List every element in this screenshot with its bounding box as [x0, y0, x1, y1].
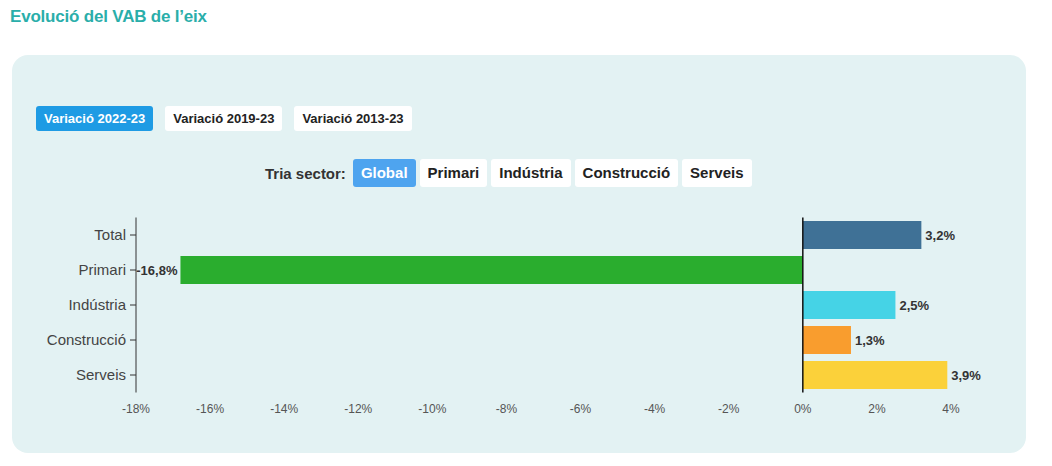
data-label: 3,2% — [925, 228, 955, 243]
x-tick-label: -2% — [718, 402, 740, 416]
period-buttons: Variació 2022-23 Variació 2019-23 Variació… — [36, 106, 412, 131]
data-label: 3,9% — [951, 368, 981, 383]
chart: TotalPrimariIndústriaConstruccióServeis3… — [0, 0, 1052, 466]
category-label: Indústria — [68, 296, 126, 313]
sector-button[interactable]: Global — [353, 159, 416, 187]
bar — [803, 326, 851, 354]
x-tick-label: 0% — [794, 402, 812, 416]
category-tick — [130, 270, 136, 271]
category-label: Total — [94, 226, 126, 243]
bar — [803, 291, 896, 319]
x-tick-label: -16% — [196, 402, 224, 416]
category-tick — [130, 340, 136, 341]
title: Evolució del VAB de l’eix — [10, 7, 207, 27]
sector-button[interactable]: Indústria — [491, 159, 570, 187]
period-button[interactable]: Variació 2013-23 — [294, 106, 411, 131]
data-label: 2,5% — [899, 298, 929, 313]
category-tick — [130, 305, 136, 306]
x-tick-label: -10% — [418, 402, 446, 416]
bar — [803, 221, 922, 249]
sector-buttons: Tria sector: GlobalPrimariIndústriaConstr… — [265, 159, 752, 187]
category-label: Serveis — [76, 366, 126, 383]
bar — [803, 361, 947, 389]
category-tick — [130, 375, 136, 376]
x-tick-label: 4% — [942, 402, 960, 416]
x-tick-label: -6% — [570, 402, 592, 416]
period-button[interactable]: Variació 2019-23 — [165, 106, 282, 131]
sector-button[interactable]: Construcció — [575, 159, 679, 187]
texts: Total Primari Indústria Construcció Serveis 3… — [47, 226, 982, 416]
sector-button[interactable]: Primari — [420, 159, 488, 187]
bars — [180, 221, 947, 389]
sector-label: Tria sector: — [265, 165, 346, 182]
x-tick-label: -14% — [270, 402, 298, 416]
data-label: 1,3% — [855, 333, 885, 348]
panel — [12, 55, 1026, 453]
x-tick-label: 2% — [868, 402, 886, 416]
data-label: -16,8% — [136, 263, 178, 278]
period-button[interactable]: Variació 2022-23 — [36, 106, 153, 131]
bar — [180, 256, 802, 284]
sector-button[interactable]: Serveis — [682, 159, 751, 187]
x-tick-label: -12% — [344, 402, 372, 416]
x-tick-label: -18% — [122, 402, 150, 416]
x-tick-label: -4% — [644, 402, 666, 416]
category-label: Construcció — [47, 331, 126, 348]
category-label: Primari — [79, 261, 127, 278]
x-tick-label: -8% — [496, 402, 518, 416]
category-tick — [130, 235, 136, 236]
baseline — [802, 218, 804, 393]
